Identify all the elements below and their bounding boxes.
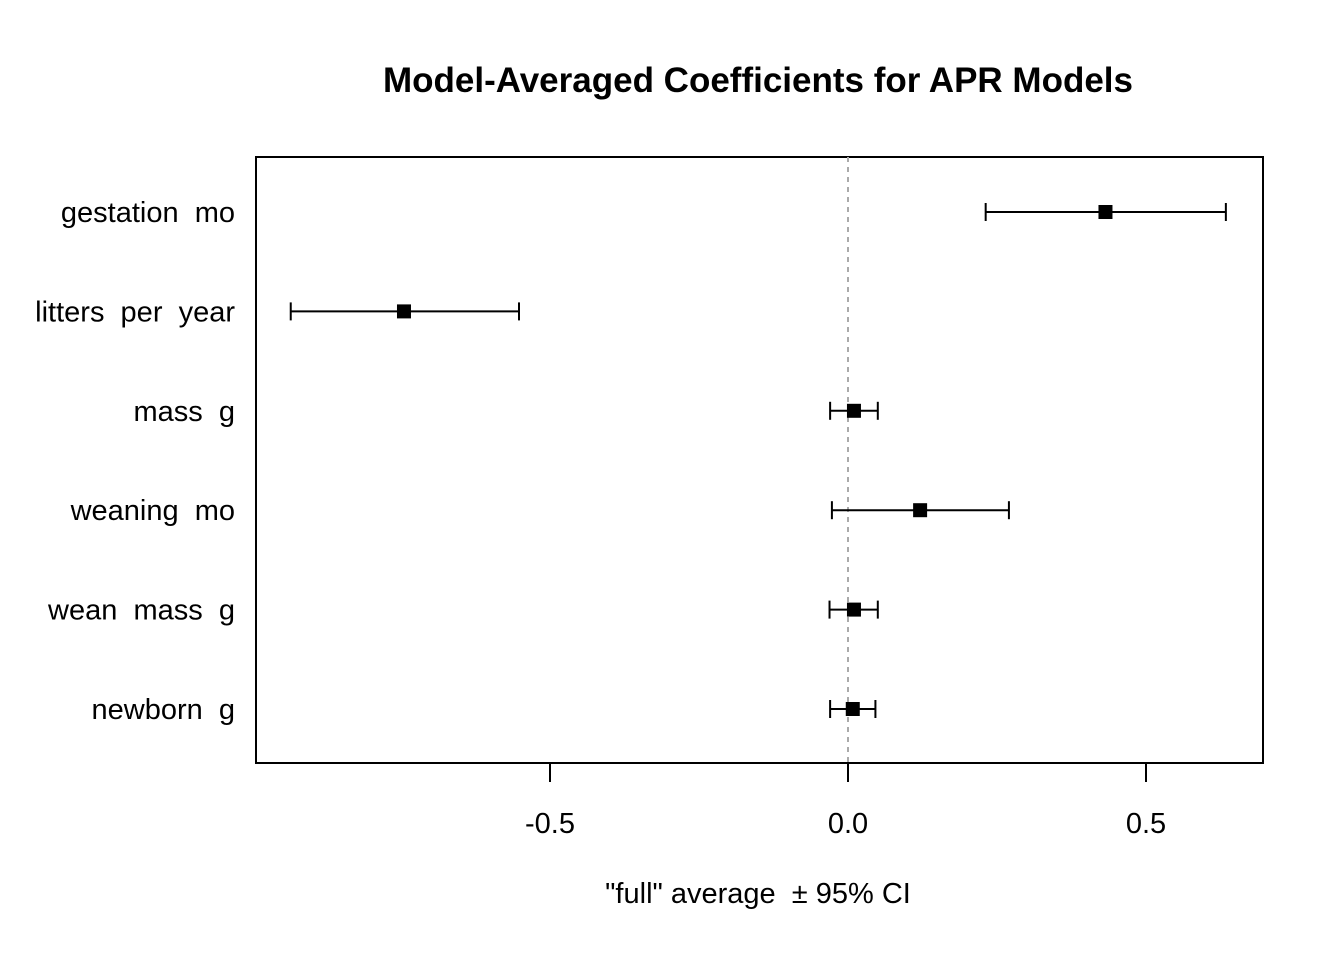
x-axis-label: "full" average ± 95% CI: [605, 878, 911, 910]
estimate-point: [846, 602, 861, 617]
x-tick-label: 0.0: [828, 808, 868, 840]
category-label: litters per year: [35, 296, 235, 328]
estimate-point: [913, 503, 928, 518]
coefficient-row: [828, 600, 879, 619]
coefficient-row: [830, 501, 1010, 520]
x-axis: -0.5 0.0 0.5: [525, 763, 1166, 840]
coefficient-row: [829, 700, 877, 718]
estimate-point: [1098, 205, 1113, 219]
coefficient-row: [984, 203, 1227, 221]
category-label: mass g: [133, 396, 235, 428]
category-labels: gestation mo litters per year mass g weanin…: [35, 197, 235, 726]
chart-title: Model-Averaged Coefficients for APR Mode…: [383, 61, 1133, 100]
category-label: gestation mo: [61, 197, 235, 229]
marks-layer: [289, 203, 1227, 718]
x-tick-label: -0.5: [525, 808, 575, 840]
coefficient-row: [829, 401, 879, 420]
plot-frame: [255, 156, 1264, 764]
estimate-point: [846, 403, 861, 418]
category-label: weaning mo: [70, 495, 235, 527]
category-label: newborn g: [92, 694, 236, 726]
coefficient-row: [289, 302, 521, 321]
estimate-point: [845, 702, 860, 716]
estimate-point: [396, 304, 411, 319]
category-label: wean mass g: [47, 595, 235, 627]
x-tick-label: 0.5: [1126, 808, 1166, 840]
